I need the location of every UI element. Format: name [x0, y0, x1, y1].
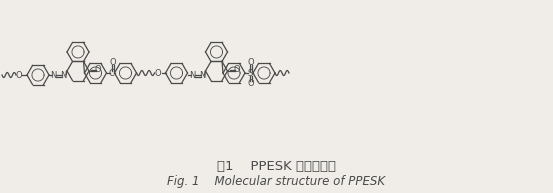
Text: C: C — [108, 69, 114, 78]
Text: O: O — [248, 58, 254, 67]
Text: S: S — [247, 69, 253, 78]
Text: O: O — [15, 70, 22, 80]
Text: N: N — [50, 70, 57, 80]
Text: N: N — [189, 70, 195, 80]
Text: N: N — [199, 70, 205, 80]
Text: O: O — [154, 69, 161, 78]
Text: O: O — [95, 65, 101, 74]
Text: O: O — [109, 58, 116, 67]
Text: 图1    PPESK 分子结构式: 图1 PPESK 分子结构式 — [217, 161, 336, 174]
Text: O: O — [248, 80, 254, 89]
Text: N: N — [60, 70, 67, 80]
Text: Fig. 1    Molecular structure of PPESK: Fig. 1 Molecular structure of PPESK — [168, 174, 385, 188]
Text: O: O — [233, 65, 240, 74]
